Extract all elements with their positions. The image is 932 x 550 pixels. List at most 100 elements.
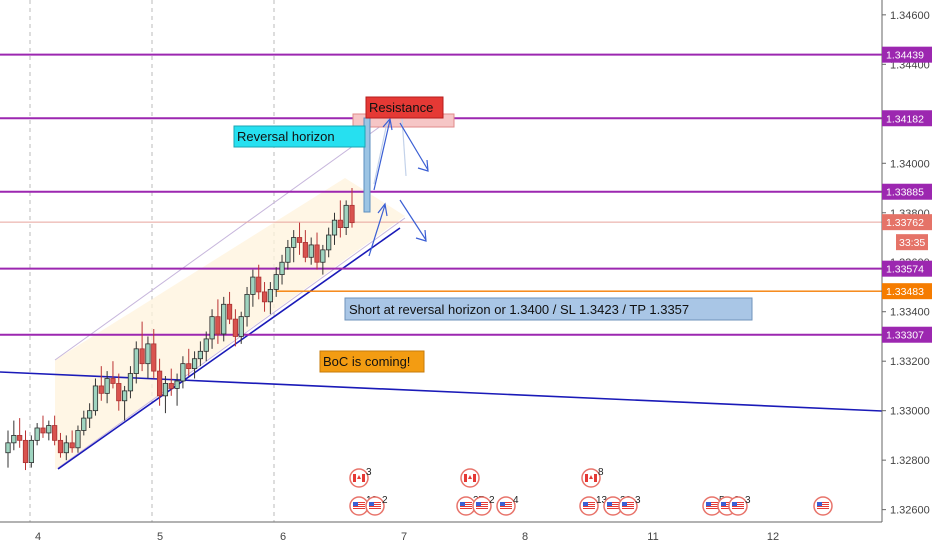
candle-body xyxy=(63,442,69,454)
flag-canton xyxy=(476,502,481,506)
reversal-horizon-label[interactable]: Reversal horizon xyxy=(233,125,366,148)
flag-band xyxy=(464,474,467,482)
flag-stripe xyxy=(460,504,472,505)
boc-label[interactable]: BoC is coming! xyxy=(319,350,425,373)
candle-body xyxy=(291,237,297,248)
us-event-icon[interactable]: 4 xyxy=(496,495,519,516)
candle-body xyxy=(151,343,157,372)
candle xyxy=(17,418,23,448)
candle xyxy=(209,309,215,349)
flag-stripe xyxy=(500,504,512,505)
flag-stripe xyxy=(721,504,733,505)
candle-body xyxy=(22,439,29,464)
candle-body xyxy=(203,338,209,352)
y-tick-label: 1.34000 xyxy=(890,158,930,170)
candle xyxy=(156,358,163,406)
candle-body xyxy=(52,425,58,441)
flag-stripe xyxy=(732,508,744,509)
candle xyxy=(69,430,75,453)
maple-leaf-icon xyxy=(589,475,593,479)
candle-body xyxy=(320,249,326,263)
candle-body xyxy=(326,234,332,251)
level-tag xyxy=(882,260,932,277)
canada-event-icon[interactable]: 8 xyxy=(581,467,604,488)
boc-text: BoC is coming! xyxy=(323,354,410,369)
candle-body xyxy=(57,439,64,454)
candle-body xyxy=(250,276,256,295)
candle-body xyxy=(215,316,221,335)
flag-band xyxy=(473,474,476,482)
us-event-icon[interactable]: 3 xyxy=(728,495,751,516)
flag-stripe xyxy=(476,502,488,503)
economic-events[interactable]: 31222724813223533 xyxy=(349,467,833,516)
us-event-icon[interactable] xyxy=(813,496,833,516)
candle-body xyxy=(244,293,250,318)
level-tag-text: 1.34182 xyxy=(886,113,924,125)
candle-body xyxy=(191,358,198,370)
flag-canton xyxy=(353,502,358,506)
candle-body xyxy=(337,219,343,229)
flag-stripe xyxy=(500,506,512,507)
time-axis-ticks: 4 5 6 7 8 11 12 xyxy=(35,531,779,543)
candle xyxy=(28,435,34,468)
flag-band xyxy=(362,474,365,482)
resistance-label[interactable]: Resistance xyxy=(365,96,444,119)
countdown-tag xyxy=(896,234,928,251)
flag-band xyxy=(585,474,588,482)
canada-event-icon[interactable]: 3 xyxy=(349,467,372,488)
candle-body xyxy=(232,318,238,337)
flag-stripe xyxy=(460,506,472,507)
candle xyxy=(285,239,291,270)
candle-body xyxy=(87,410,93,419)
canada-event-icon[interactable] xyxy=(460,468,480,488)
trade-plan-label[interactable]: Short at reversal horizon or 1.3400 / SL… xyxy=(344,297,753,321)
flag-stripe xyxy=(721,506,733,507)
candle-body xyxy=(75,430,81,449)
flag-stripe xyxy=(706,508,718,509)
flag-stripe xyxy=(622,502,634,503)
us-event-icon[interactable]: 2 xyxy=(472,495,495,516)
candle-body xyxy=(256,276,262,293)
flag-stripe xyxy=(721,508,733,509)
current-price-tag xyxy=(882,214,932,231)
candle-body xyxy=(186,363,192,370)
candle xyxy=(122,385,128,421)
flag-canton xyxy=(369,502,374,506)
y-tick-label: 1.33400 xyxy=(890,307,930,319)
candle-body xyxy=(314,244,320,263)
flag-stripe xyxy=(817,508,829,509)
flag-stripe xyxy=(622,506,634,507)
flag-stripe xyxy=(622,504,634,505)
candle-body xyxy=(349,204,355,224)
flag-stripe xyxy=(622,508,634,509)
flag-stripe xyxy=(732,504,744,505)
candle-body xyxy=(296,237,303,243)
flag-stripe xyxy=(500,502,512,503)
candle-body xyxy=(139,348,145,365)
candle xyxy=(197,341,204,367)
candle xyxy=(174,373,180,406)
us-event-icon[interactable]: 3 xyxy=(618,495,641,516)
flag-stripe xyxy=(607,502,619,503)
candle-body xyxy=(17,435,23,441)
candle xyxy=(238,311,244,344)
us-event-icon[interactable]: 2 xyxy=(365,495,388,516)
projection-arrows xyxy=(368,117,429,257)
flag-stripe xyxy=(721,502,733,503)
candle xyxy=(232,309,238,347)
candle-body xyxy=(104,378,110,394)
candles xyxy=(5,188,355,471)
candle xyxy=(226,291,233,325)
candle xyxy=(261,282,268,312)
candle-body xyxy=(226,303,233,320)
us-event-icon[interactable]: 13 xyxy=(579,495,608,516)
current-price-text: 1.33762 xyxy=(886,217,924,229)
candle-body xyxy=(162,383,169,397)
projection-line-1 xyxy=(373,117,389,185)
flag-canton xyxy=(500,502,505,506)
level-tag-text: 1.33885 xyxy=(886,187,924,199)
flag-stripe xyxy=(706,502,718,503)
arrow-up-1-head xyxy=(377,202,388,217)
candle xyxy=(151,329,157,379)
